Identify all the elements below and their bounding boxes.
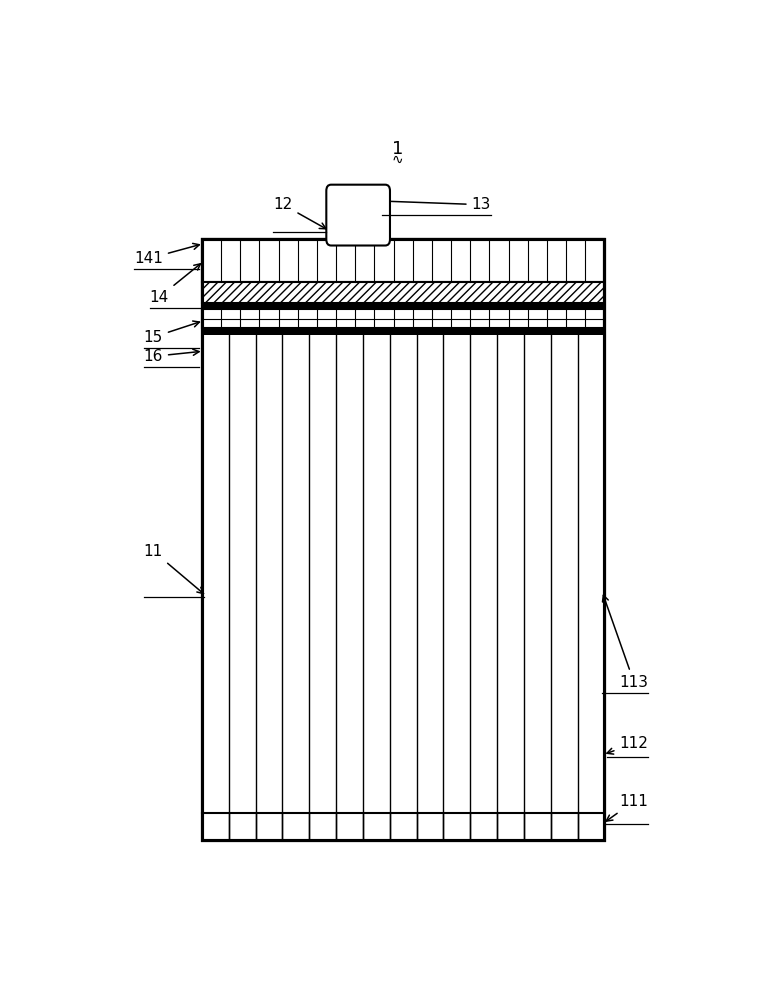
Bar xyxy=(202,239,604,840)
Text: ∿: ∿ xyxy=(391,153,403,167)
Text: 14: 14 xyxy=(150,264,201,305)
Text: 16: 16 xyxy=(143,349,199,364)
Bar xyxy=(202,239,604,282)
Text: 113: 113 xyxy=(602,595,649,690)
FancyBboxPatch shape xyxy=(326,185,390,246)
Text: 111: 111 xyxy=(606,794,649,821)
Bar xyxy=(202,335,604,840)
Text: 15: 15 xyxy=(143,321,199,345)
Text: 13: 13 xyxy=(382,197,491,212)
Bar xyxy=(202,239,604,840)
Bar xyxy=(202,303,604,309)
Bar xyxy=(202,309,604,328)
Text: 1: 1 xyxy=(391,140,403,158)
Text: 12: 12 xyxy=(274,197,326,229)
Bar xyxy=(202,328,604,335)
Text: 141: 141 xyxy=(134,243,199,266)
Text: 11: 11 xyxy=(143,544,204,594)
Text: 112: 112 xyxy=(607,736,649,754)
Bar xyxy=(202,282,604,303)
